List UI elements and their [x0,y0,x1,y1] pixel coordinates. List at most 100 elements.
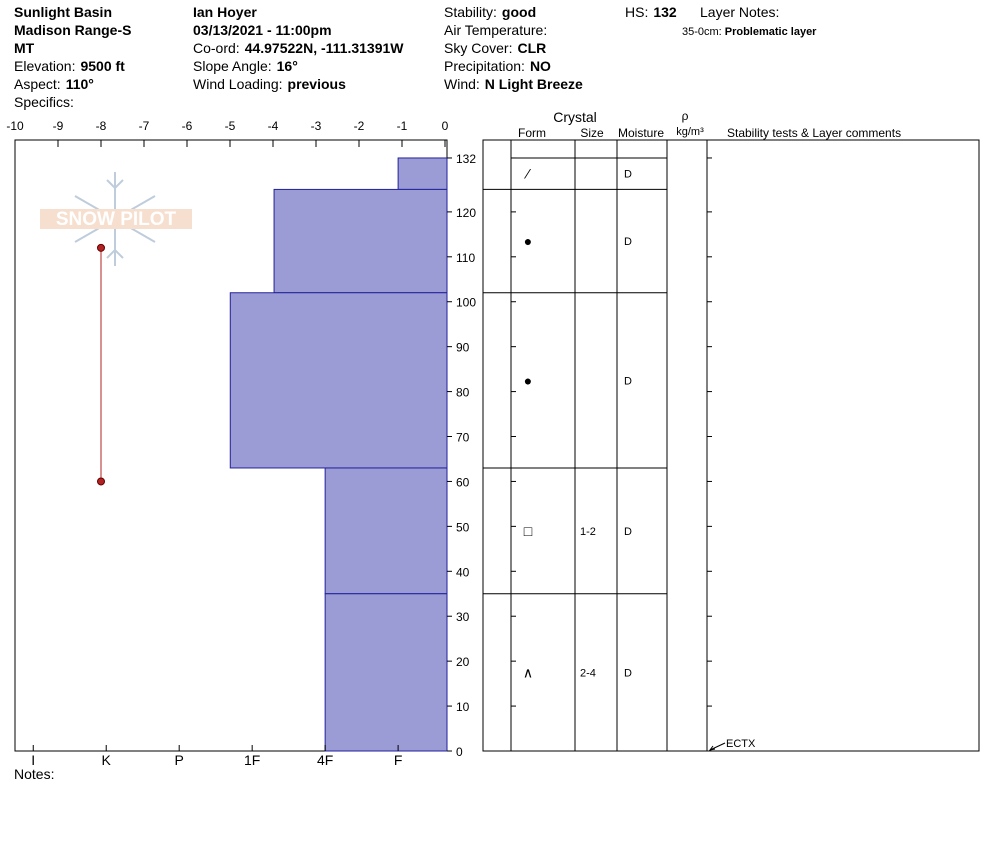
temperature-label: -10 [6,119,24,133]
table-frame [482,139,980,752]
crystal-form: ● [524,233,532,249]
field-value: 110° [66,76,94,92]
temperature-label: -2 [354,119,365,133]
height-label: 60 [456,475,470,489]
logo: SNOW PILOT [40,172,192,266]
test-arrow [709,742,726,751]
temperature-label: 0 [442,119,449,133]
crystal-form: □ [524,523,533,539]
hardness-bar [229,292,448,469]
height-label: 90 [456,341,470,355]
table-header: Stability tests & Layer comments [727,126,901,140]
temperature-label: -1 [397,119,408,133]
table-header: Size [580,126,604,140]
hardness-label: 4F [317,752,333,768]
field-label: Air Temperature: [444,22,547,38]
hardness-label: 1F [244,752,260,768]
logo-text: SNOW PILOT [56,209,177,230]
height-label: 132 [456,152,476,166]
hardness-label: I [31,752,35,768]
header-field: Co-ord: 44.97522N, -111.31391W [193,40,404,56]
temperature-label: -4 [268,119,279,133]
table-header: Form [518,126,546,140]
height-label: 80 [456,386,470,400]
field-label: Specifics: [14,94,74,110]
header-field: Wind: N Light Breeze [444,76,583,92]
field-label: Stability: [444,4,497,20]
header-field: Air Temperature: [444,22,547,38]
field-value: previous [288,76,347,92]
table-header: ρ [682,109,689,123]
table-columns [510,140,708,751]
moisture: D [624,526,632,538]
moisture: D [624,667,632,679]
temperature-label: -6 [182,119,193,133]
height-label: 110 [456,251,475,265]
hardness-label: P [175,752,184,768]
header-field: Wind Loading: previous [193,76,346,92]
hardness-bar [324,593,448,752]
field-value: 16° [277,58,298,74]
field-label: Slope Angle: [193,58,272,74]
header-field: Madison Range-S [14,22,131,38]
field-label: Elevation: [14,58,75,74]
height-label: 40 [456,565,470,579]
height-label: 70 [456,431,470,445]
header-field: Elevation: 9500 ft [14,58,125,74]
field-value: good [502,4,536,20]
field-label: Wind: [444,76,480,92]
field-value: 132 [653,4,677,20]
field-label: Co-ord: [193,40,240,56]
temperature-label: -3 [311,119,322,133]
hardness-bar [324,467,448,595]
hardness-bar [273,188,448,294]
header-field: Sunlight Basin [14,4,112,20]
field-label: Aspect: [14,76,61,92]
temperature-label: -8 [96,119,107,133]
height-label: 50 [456,520,470,534]
height-label: 0 [456,745,463,759]
crystal-form: ⁄ [524,166,532,182]
field-value: N Light Breeze [485,76,583,92]
header-field: Ian Hoyer [193,4,257,20]
moisture: D [624,169,632,181]
crystal-size: 2-4 [580,667,596,679]
crystal-form: ∧ [523,664,533,680]
header-field: 03/13/2021 - 11:00pm [193,22,332,38]
moisture: D [624,236,632,248]
hardness-label: K [102,752,112,768]
field-label: Wind Loading: [193,76,283,92]
temperature-label: -5 [225,119,236,133]
header-field: Sky Cover: CLR [444,40,546,56]
layer-note: 35-0cm: Problematic layer [682,26,817,38]
field-value: 9500 ft [80,58,125,74]
header-field: Specifics: [14,94,74,110]
hardness-label: F [394,752,403,768]
crystal-form: ● [524,372,532,388]
temperature-point [97,243,105,252]
header-field: HS: 132 [625,4,677,20]
field-value: NO [530,58,551,74]
height-label: 30 [456,610,470,624]
layer-note-range: 35-0cm: [682,26,722,38]
hardness-bar [397,157,448,190]
notes-label: Notes: [14,766,54,782]
height-label: 10 [456,700,470,714]
field-value: CLR [517,40,546,56]
layer-notes-label: Layer Notes: [700,4,779,20]
table-header: kg/m³ [676,126,704,138]
table-header: Crystal [553,109,597,125]
height-label: 120 [456,206,476,220]
field-label: HS: [625,4,648,20]
height-label: 20 [456,655,470,669]
temperature-label: -9 [53,119,64,133]
header-field: Aspect: 110° [14,76,94,92]
header-field: Slope Angle: 16° [193,58,298,74]
test-label: ECTX [726,738,756,750]
header-field: Stability: good [444,4,536,20]
crystal-size: 1-2 [580,526,596,538]
height-label: 100 [456,296,476,310]
table-header: Moisture [618,126,664,140]
field-label: Precipitation: [444,58,525,74]
